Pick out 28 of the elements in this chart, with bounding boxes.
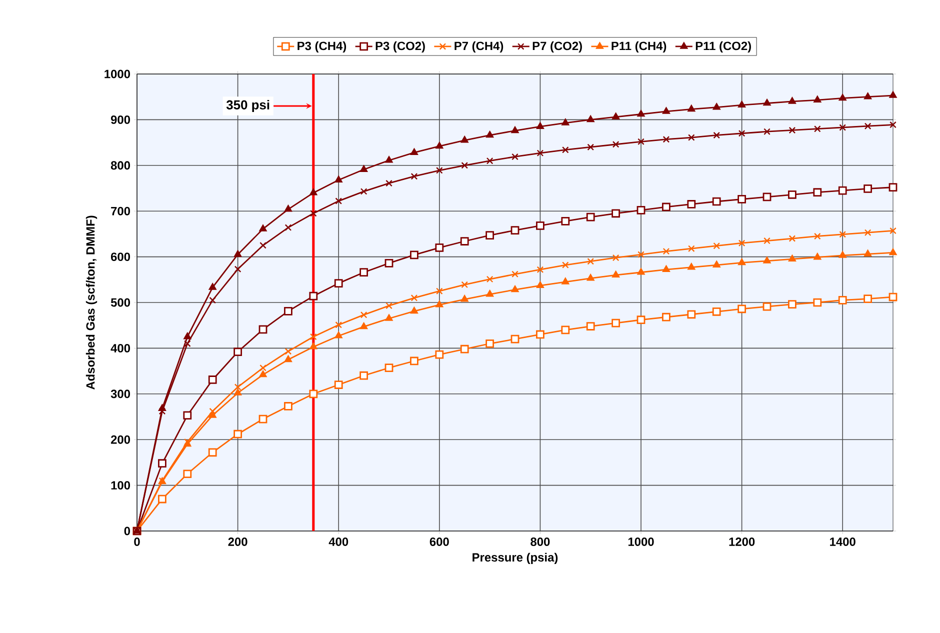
x-tick-label: 400: [328, 538, 348, 546]
y-axis-title: Adsorbed Gas (scf/ton, DMMF): [86, 216, 98, 390]
y-tick-label: 200: [110, 435, 130, 444]
legend-label: P7 (CO2): [532, 41, 582, 53]
x-tick-label: 800: [530, 538, 550, 546]
x-tick-label: 1000: [628, 538, 654, 546]
y-tick-label: 400: [110, 344, 130, 352]
legend-label: P3 (CO2): [376, 41, 425, 53]
x-axis-title: Pressure (psia): [472, 552, 558, 564]
x-tick-label: 1400: [830, 538, 856, 546]
y-tick-label: 300: [110, 390, 130, 398]
legend-label: P11 (CH4): [612, 41, 666, 53]
y-tick-label: 700: [111, 206, 130, 216]
x-tick-label: 1200: [729, 538, 755, 546]
ref-line-label: 350 psi: [226, 100, 270, 112]
x-tick-label: 600: [430, 538, 449, 546]
y-tick-label: 800: [110, 161, 130, 170]
y-tick-label: 900: [110, 115, 130, 124]
y-tick-label: 0: [124, 526, 130, 536]
legend-label: P7 (CH4): [454, 41, 504, 53]
x-tick-label: 200: [228, 538, 248, 546]
y-tick-label: 1000: [104, 70, 130, 78]
x-tick-label: 0: [134, 538, 140, 546]
y-tick-label: 500: [110, 298, 130, 307]
legend-label: P11 (CO2): [696, 41, 751, 53]
y-tick-label: 100: [111, 481, 130, 490]
legend-label: P3 (CH4): [298, 41, 346, 53]
y-tick-label: 600: [110, 252, 130, 262]
